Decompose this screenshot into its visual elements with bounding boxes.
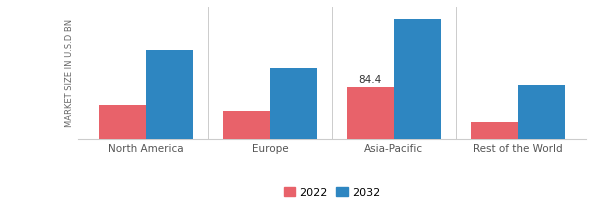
Bar (223, 111, 270, 139)
Bar (518, 85, 565, 139)
Legend: 2022, 2032: 2022, 2032 (279, 183, 385, 202)
Bar (270, 68, 317, 139)
Bar (99, 105, 146, 139)
Bar (394, 19, 441, 139)
Y-axis label: MARKET SIZE IN U.S.D BN: MARKET SIZE IN U.S.D BN (65, 19, 74, 127)
Text: 84.4: 84.4 (359, 75, 382, 84)
Bar (471, 122, 518, 139)
Bar (146, 50, 193, 139)
Bar (347, 87, 394, 139)
